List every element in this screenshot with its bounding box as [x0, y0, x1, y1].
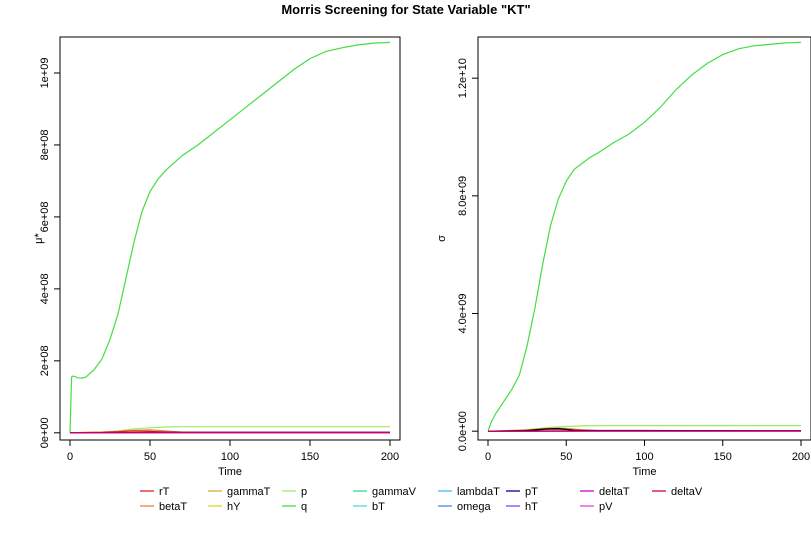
x-axis-label: Time — [632, 466, 656, 478]
y-tick-label: 1.2e+10 — [457, 58, 469, 98]
legend-label-betaT: betaT — [159, 501, 187, 513]
legend-label-gammaT: gammaT — [227, 486, 271, 498]
legend-label-lambdaT: lambdaT — [457, 486, 500, 498]
legend-label-bT: bT — [372, 501, 385, 513]
legend-label-rT: rT — [159, 486, 170, 498]
x-tick-label: 200 — [381, 451, 399, 463]
y-axis-label: μ* — [33, 232, 45, 243]
right-panel-sigma: 0 50 100 150 200 0.0e+00 4.0e+09 8.0e+09 1.2e+10… — [436, 36, 811, 478]
legend-label-p: p — [301, 486, 307, 498]
left-panel-mu-star: 0 50 100 150 200 0e+00 2e+08 4e+08 6e+08 8e+08 1e+… — [33, 36, 401, 478]
legend-label-pV: pV — [599, 501, 613, 513]
y-axis-label: σ — [436, 235, 448, 242]
y-tick-label: 2e+08 — [39, 345, 51, 376]
y-tick-label: 8e+08 — [39, 129, 51, 160]
legend-label-omega: omega — [457, 501, 492, 513]
legend-label-hT: hT — [525, 501, 538, 513]
x-tick-label: 50 — [144, 451, 156, 463]
x-axis-label: Time — [218, 466, 242, 478]
x-tick-label: 100 — [635, 451, 653, 463]
plot-frame — [477, 36, 811, 441]
series-line-q — [487, 41, 802, 432]
legend-label-pT: pT — [525, 486, 538, 498]
x-tick-label: 50 — [560, 451, 572, 463]
legend-label-q: q — [301, 501, 307, 513]
legend: rT betaT gammaT hY pq gammaV bT lambdaT omega pT h… — [140, 486, 703, 513]
legend-label-gammaV: gammaV — [372, 486, 417, 498]
legend-label-deltaV: deltaV — [671, 486, 703, 498]
legend-label-deltaT: deltaT — [599, 486, 630, 498]
chart-title: Morris Screening for State Variable "KT" — [281, 2, 530, 17]
x-tick-label: 200 — [792, 451, 810, 463]
x-tick-label: 150 — [714, 451, 732, 463]
x-tick-label: 100 — [221, 451, 239, 463]
legend-label-hY: hY — [227, 501, 241, 513]
x-tick-label: 0 — [67, 451, 73, 463]
y-tick-label: 8.0e+09 — [457, 176, 469, 216]
y-tick-label: 4e+08 — [39, 273, 51, 304]
y-tick-label: 6e+08 — [39, 201, 51, 232]
y-tick-label: 1e+09 — [39, 58, 51, 89]
plot-frame — [59, 36, 401, 441]
y-tick-label: 0.0e+00 — [457, 411, 469, 451]
y-tick-label: 4.0e+09 — [457, 293, 469, 333]
y-tick-label: 0e+00 — [39, 417, 51, 448]
x-tick-label: 150 — [301, 451, 319, 463]
x-tick-label: 0 — [485, 451, 491, 463]
series-line-q — [69, 41, 391, 433]
